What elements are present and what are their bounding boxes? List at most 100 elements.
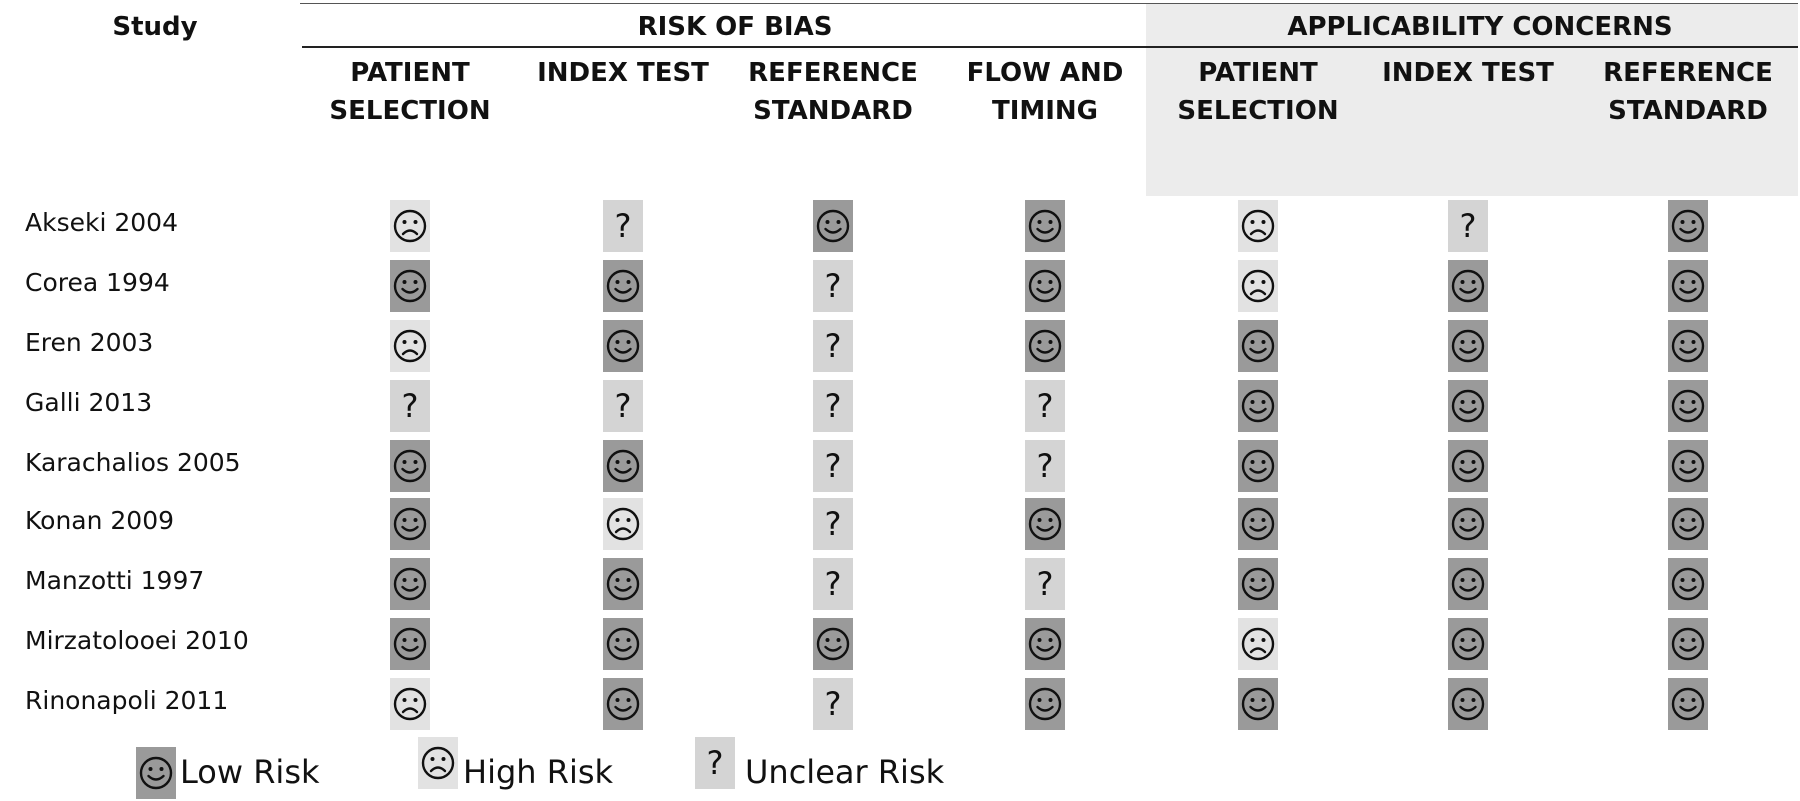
smiley-face-icon <box>1671 507 1705 541</box>
rating-cell-low <box>603 678 643 730</box>
top-rule <box>300 3 1798 4</box>
study-name: Konan 2009 <box>25 506 175 535</box>
smiley-face-icon <box>393 269 427 303</box>
rating-cell-low <box>1238 440 1278 492</box>
rating-cell-high <box>1238 618 1278 670</box>
rating-cell-low <box>813 200 853 252</box>
rating-cell-low <box>1448 380 1488 432</box>
smiley-face-icon <box>606 269 640 303</box>
rating-cell-low <box>1025 678 1065 730</box>
rating-cell-low <box>1448 260 1488 312</box>
smiley-face-icon <box>1028 329 1062 363</box>
rating-cell-low <box>390 498 430 550</box>
smiley-face-icon <box>606 449 640 483</box>
column-header-3: REFERENCE STANDARD <box>733 54 933 130</box>
rating-cell-low <box>813 618 853 670</box>
rating-cell-low <box>1238 320 1278 372</box>
smiley-face-icon <box>816 209 850 243</box>
smiley-face-icon <box>1451 567 1485 601</box>
study-name: Corea 1994 <box>25 268 170 297</box>
frowning-face-icon <box>1241 209 1275 243</box>
rating-cell-low <box>1668 618 1708 670</box>
column-header-5: PATIENT SELECTION <box>1158 54 1358 130</box>
frowning-face-icon <box>1241 627 1275 661</box>
study-name: Eren 2003 <box>25 328 154 357</box>
question-mark-icon: ? <box>824 327 842 365</box>
rating-cell-low <box>390 260 430 312</box>
legend-unclear-label: Unclear Risk <box>745 753 945 791</box>
frowning-face-icon <box>393 209 427 243</box>
rating-cell-low <box>1025 320 1065 372</box>
smiley-face-icon <box>393 507 427 541</box>
study-name: Karachalios 2005 <box>25 448 241 477</box>
rating-cell-low <box>1238 380 1278 432</box>
frowning-face-icon <box>1241 269 1275 303</box>
applicability-header-background <box>1146 4 1798 196</box>
rating-cell-low <box>390 618 430 670</box>
smiley-face-icon <box>1671 389 1705 423</box>
smiley-face-icon <box>1671 269 1705 303</box>
smiley-face-icon <box>1241 507 1275 541</box>
question-mark-icon: ? <box>1459 207 1477 245</box>
rating-cell-unclear: ? <box>813 678 853 730</box>
smiley-face-icon <box>1028 507 1062 541</box>
rating-cell-low <box>1448 558 1488 610</box>
column-header-2: INDEX TEST <box>523 54 723 92</box>
column-header-line: REFERENCE <box>1603 58 1773 88</box>
smiley-face-icon <box>606 627 640 661</box>
question-mark-icon: ? <box>824 267 842 305</box>
smiley-face-icon <box>1028 627 1062 661</box>
column-header-line: STANDARD <box>753 96 913 126</box>
smiley-face-icon <box>1671 449 1705 483</box>
rating-cell-low <box>1668 380 1708 432</box>
column-header-line: PATIENT <box>1198 58 1318 88</box>
rating-cell-unclear: ? <box>813 440 853 492</box>
rating-cell-low <box>1668 440 1708 492</box>
smiley-face-icon <box>1028 209 1062 243</box>
smiley-face-icon <box>139 756 173 790</box>
rating-cell-low <box>1668 678 1708 730</box>
rating-cell-unclear: ? <box>603 380 643 432</box>
column-header-1: PATIENT SELECTION <box>310 54 510 130</box>
smiley-face-icon <box>1028 687 1062 721</box>
smiley-face-icon <box>1451 687 1485 721</box>
rating-cell-high <box>603 498 643 550</box>
smiley-face-icon <box>393 627 427 661</box>
risk-of-bias-header: RISK OF BIAS <box>637 12 833 42</box>
rating-cell-low <box>603 558 643 610</box>
column-header-line: SELECTION <box>329 96 491 126</box>
legend-low-label: Low Risk <box>180 753 320 791</box>
rating-cell-low <box>1238 558 1278 610</box>
question-mark-icon: ? <box>706 744 724 782</box>
rating-cell-low <box>1448 440 1488 492</box>
smiley-face-icon <box>393 449 427 483</box>
column-header-line: INDEX TEST <box>1382 58 1554 88</box>
rating-cell-low <box>603 618 643 670</box>
study-name: Manzotti 1997 <box>25 566 205 595</box>
smiley-face-icon <box>1241 329 1275 363</box>
column-header-6: INDEX TEST <box>1368 54 1568 92</box>
smiley-face-icon <box>1451 329 1485 363</box>
column-header-line: REFERENCE <box>748 58 918 88</box>
study-name: Akseki 2004 <box>25 208 178 237</box>
rating-cell-low <box>1025 618 1065 670</box>
column-header-line: INDEX TEST <box>537 58 709 88</box>
question-mark-icon: ? <box>824 565 842 603</box>
question-mark-icon: ? <box>401 387 419 425</box>
smiley-face-icon <box>1671 627 1705 661</box>
rating-cell-low <box>1668 498 1708 550</box>
column-header-line: PATIENT <box>350 58 470 88</box>
rating-cell-high <box>390 200 430 252</box>
rating-cell-unclear: ? <box>813 558 853 610</box>
rating-cell-unclear: ? <box>813 320 853 372</box>
question-mark-icon: ? <box>824 685 842 723</box>
rating-cell-unclear: ? <box>603 200 643 252</box>
legend-unclear-swatch: ? <box>695 737 735 789</box>
rating-cell-unclear: ? <box>1025 558 1065 610</box>
question-mark-icon: ? <box>1036 565 1054 603</box>
rating-cell-low <box>1238 498 1278 550</box>
rating-cell-low <box>1448 498 1488 550</box>
smiley-face-icon <box>1451 627 1485 661</box>
question-mark-icon: ? <box>824 447 842 485</box>
smiley-face-icon <box>1451 507 1485 541</box>
